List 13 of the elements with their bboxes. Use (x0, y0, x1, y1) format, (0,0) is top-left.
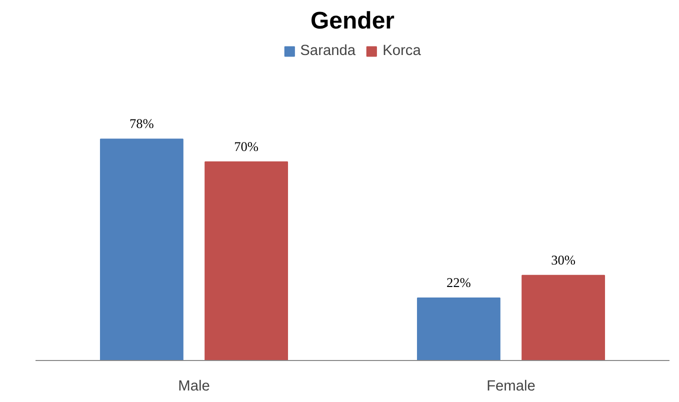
bar (522, 274, 606, 360)
legend-label: Korca (382, 43, 421, 59)
data-label: 78% (129, 116, 154, 132)
bar (204, 161, 288, 360)
legend-label: Saranda (300, 43, 356, 59)
bar (100, 138, 184, 360)
data-label: 30% (551, 252, 576, 268)
bar (416, 298, 500, 360)
data-label: 22% (446, 275, 471, 290)
x-tick-label: Female (486, 378, 536, 394)
data-label: 70% (234, 138, 259, 154)
x-tick-label: Male (178, 378, 210, 394)
chart-title: Gender (310, 8, 395, 34)
